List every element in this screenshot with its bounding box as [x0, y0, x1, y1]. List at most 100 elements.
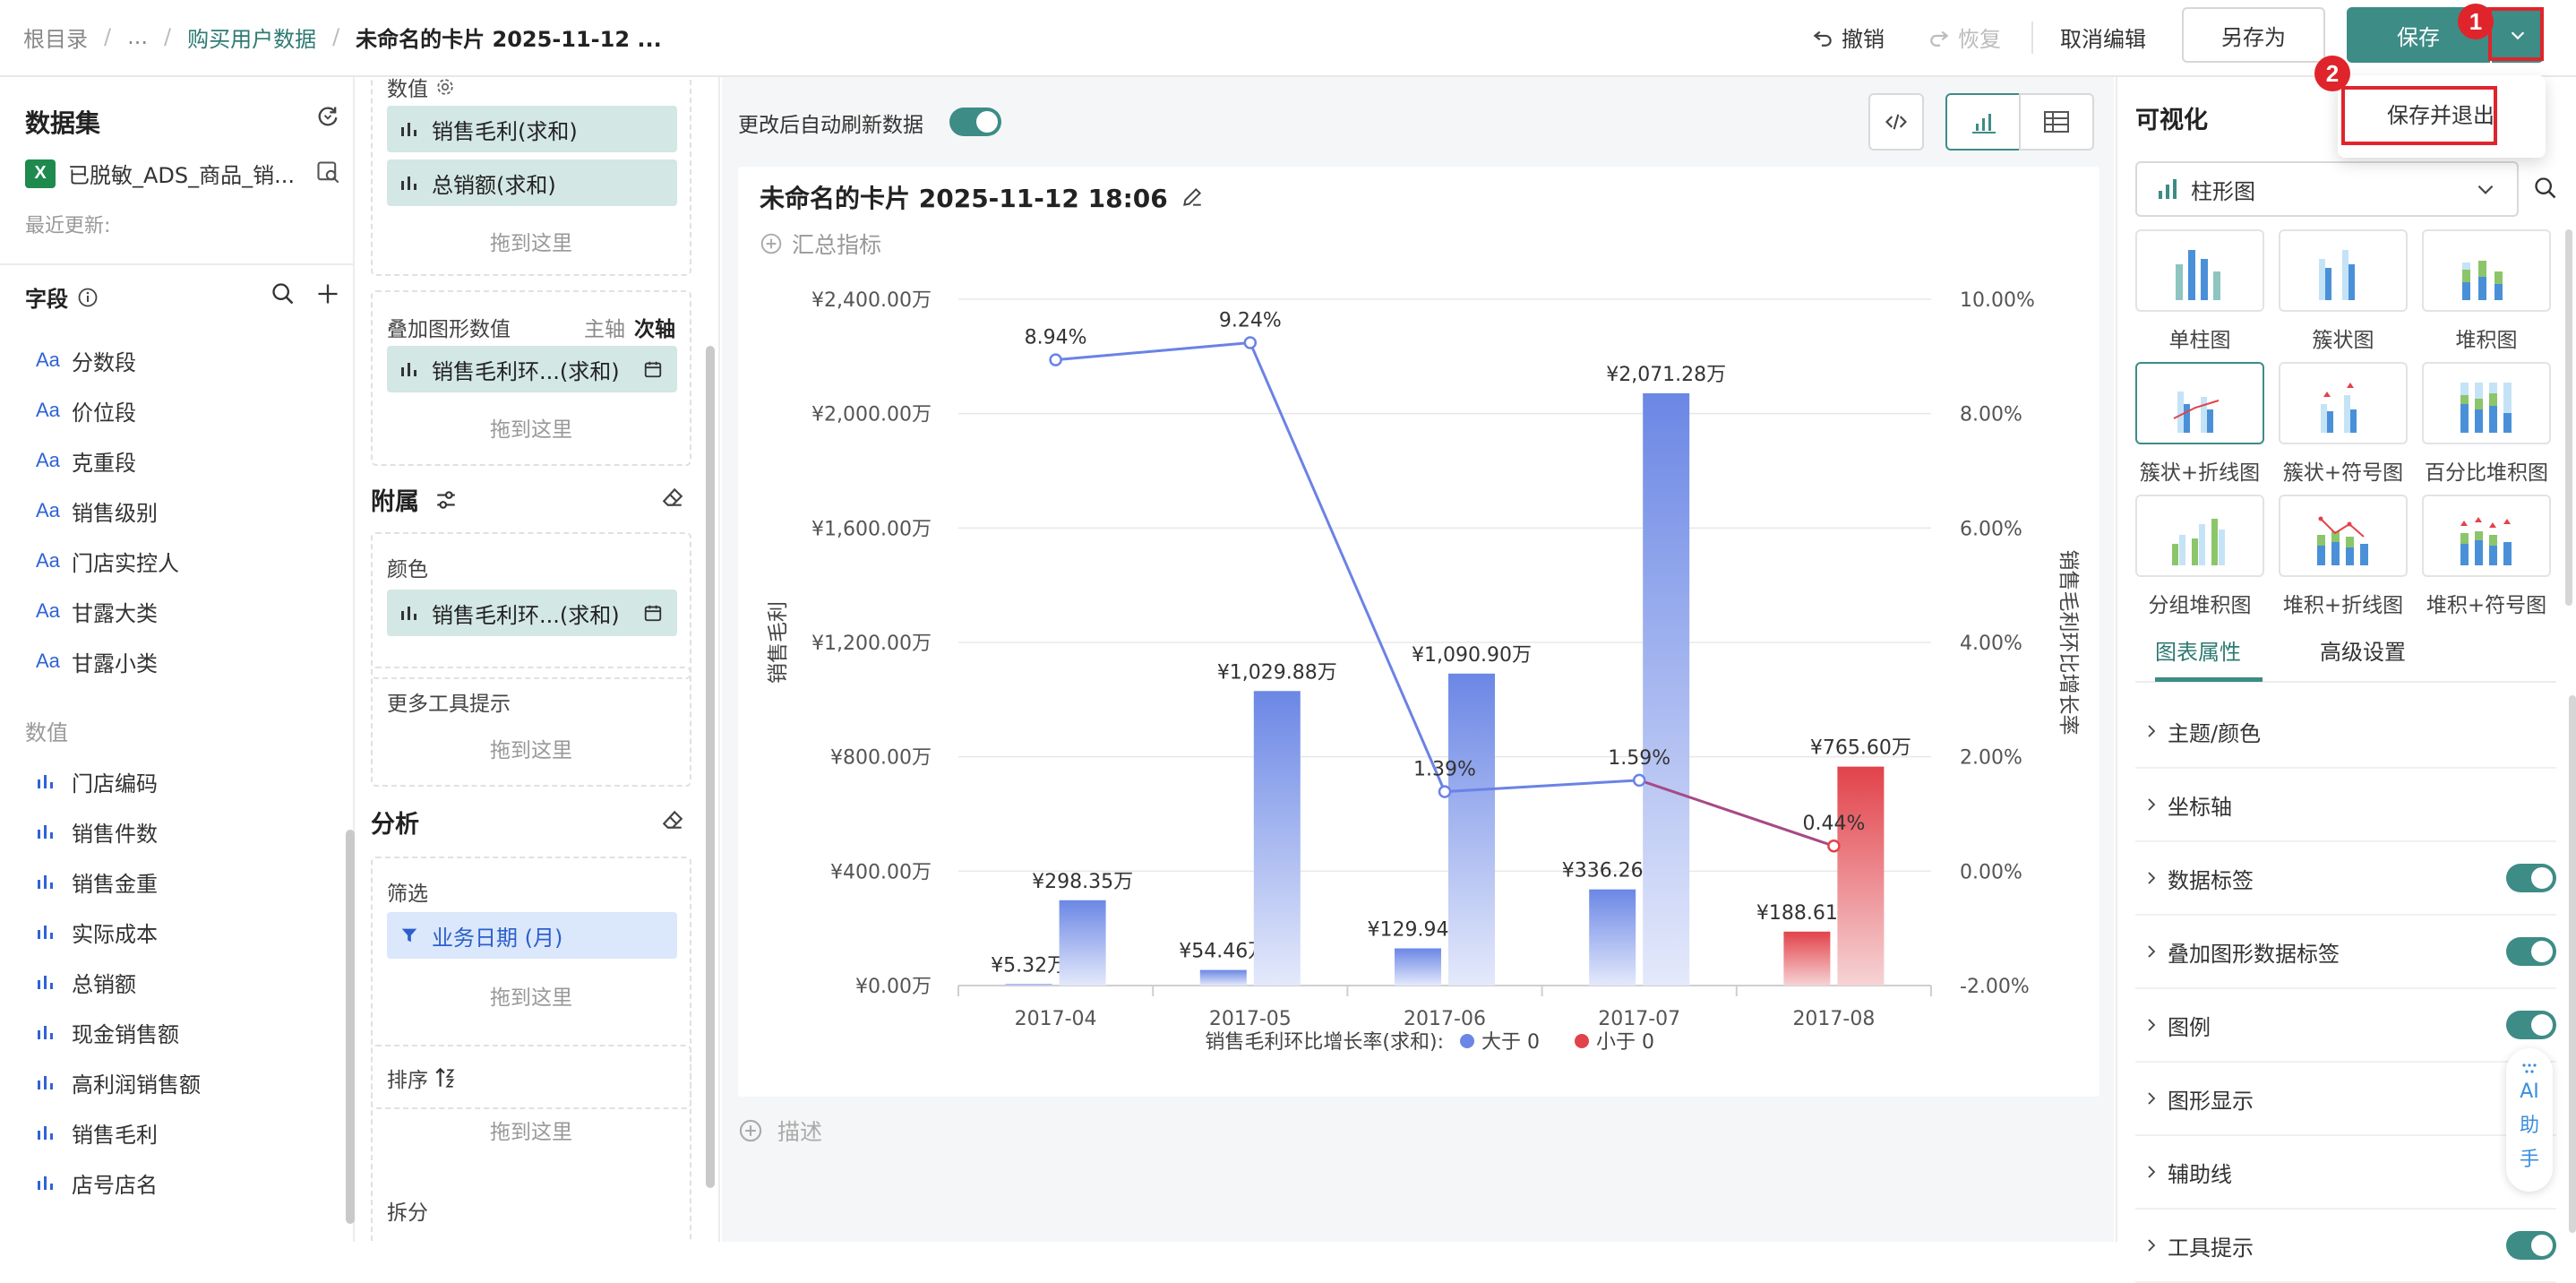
property-toggle[interactable] — [2506, 864, 2556, 892]
eraser-icon[interactable] — [661, 486, 684, 509]
chart-type-option[interactable]: 堆积+折线图 — [2279, 495, 2408, 622]
search-dataset-icon[interactable] — [315, 159, 340, 185]
field-item[interactable]: Aa 分数段 — [36, 342, 136, 378]
save-and-exit-item[interactable]: 保存并退出 — [2387, 102, 2494, 128]
value-chip[interactable]: 销售毛利(求和) — [387, 106, 677, 152]
breadcrumb-ellipsis[interactable]: ... — [127, 24, 148, 49]
field-item[interactable]: 销售毛利 — [36, 1115, 158, 1150]
tab-chart-properties[interactable]: 图表属性 — [2155, 640, 2241, 665]
summary-metrics-button[interactable]: 汇总指标 — [760, 228, 881, 260]
chart-type-option[interactable]: 簇状图 — [2279, 229, 2408, 357]
chart-type-option[interactable]: 簇状+折线图 — [2135, 362, 2264, 489]
breadcrumb-root[interactable]: 根目录 — [23, 26, 88, 52]
search-icon[interactable] — [270, 281, 296, 306]
gear-icon[interactable] — [435, 77, 455, 97]
property-row[interactable]: 辅助线 — [2135, 1136, 2556, 1210]
property-row[interactable]: 图例 — [2135, 989, 2556, 1063]
chart-view-button[interactable] — [1945, 93, 2021, 151]
values-dropzone[interactable] — [371, 77, 691, 276]
overlay-chip[interactable]: 销售毛利环...(求和) — [387, 346, 677, 392]
save-as-button[interactable]: 另存为 — [2182, 7, 2325, 63]
field-item[interactable]: 高利润销售额 — [36, 1064, 201, 1100]
dataset-file[interactable]: X 已脱敏_ADS_商品_销... — [25, 158, 295, 189]
line-segment — [1249, 341, 1447, 793]
field-item[interactable]: 店号店名 — [36, 1165, 158, 1201]
color-dropzone[interactable] — [371, 532, 691, 679]
measures-group-label: 数值 — [25, 720, 68, 745]
value-chip[interactable]: 总销额(求和) — [387, 159, 677, 206]
field-item[interactable]: Aa 价位段 — [36, 392, 136, 428]
code-view-button[interactable] — [1868, 93, 1924, 151]
line-point — [1632, 773, 1646, 788]
property-scrollbar[interactable] — [2569, 695, 2576, 1233]
chart-type-option[interactable]: 堆积图 — [2422, 229, 2551, 357]
sub-axis-option[interactable]: 次轴 — [634, 318, 675, 341]
breadcrumb-parent[interactable]: 购买用户数据 — [187, 26, 317, 52]
field-item[interactable]: 销售金重 — [36, 864, 158, 900]
info-icon[interactable] — [77, 287, 99, 308]
search-icon[interactable] — [2533, 176, 2558, 201]
color-chip[interactable]: 销售毛利环...(求和) — [387, 590, 677, 636]
tooltip-dropzone[interactable] — [371, 667, 691, 787]
filter-chip[interactable]: 业务日期 (月) — [387, 912, 677, 959]
chart-type-option[interactable]: 分组堆积图 — [2135, 495, 2264, 622]
auto-refresh-toggle[interactable] — [949, 108, 1001, 136]
describe-button[interactable]: 描述 — [738, 1115, 822, 1147]
eraser-icon[interactable] — [661, 808, 684, 831]
ai-assistant-button[interactable]: AI 助 手 — [2506, 1048, 2553, 1192]
config-scrollbar[interactable] — [706, 346, 715, 1188]
property-toggle[interactable] — [2506, 937, 2556, 966]
edit-pencil-icon[interactable] — [1181, 185, 1204, 209]
field-item[interactable]: 实际成本 — [36, 914, 158, 950]
table-view-button[interactable] — [2019, 93, 2094, 151]
field-item[interactable]: 门店编码 — [36, 763, 158, 799]
calendar-icon[interactable] — [643, 359, 663, 379]
sliders-icon[interactable] — [434, 488, 459, 512]
field-item[interactable]: Aa 销售级别 — [36, 493, 158, 529]
field-item[interactable]: 总销额 — [36, 964, 136, 1000]
calendar-icon[interactable] — [643, 603, 663, 623]
main-axis-option[interactable]: 主轴 — [584, 318, 625, 341]
save-dropdown-toggle[interactable] — [2492, 7, 2544, 63]
sort-icon[interactable] — [434, 1066, 457, 1089]
chart-type-thumbnail — [2279, 229, 2408, 312]
field-item[interactable]: 现金销售额 — [36, 1014, 179, 1050]
property-row[interactable]: 工具提示 — [2135, 1210, 2556, 1283]
sort-dropzone[interactable] — [371, 1045, 691, 1242]
tab-advanced-settings[interactable]: 高级设置 — [2320, 640, 2406, 665]
chart-type-select[interactable]: 柱形图 — [2135, 161, 2519, 217]
property-toggle[interactable] — [2506, 1231, 2556, 1260]
chart-type-option[interactable]: 堆积+符号图 — [2422, 495, 2551, 622]
cancel-edit-button[interactable]: 取消编辑 — [2060, 26, 2146, 52]
filter-dropzone[interactable] — [371, 857, 691, 1109]
field-item[interactable]: Aa 甘露小类 — [36, 643, 158, 679]
line-data-label: 0.44% — [1802, 813, 1865, 835]
property-row[interactable]: 主题/颜色 — [2135, 695, 2556, 769]
property-toggle[interactable] — [2506, 1011, 2556, 1039]
refresh-dataset-icon[interactable] — [315, 104, 340, 129]
property-row[interactable]: 叠加图形数据标签 — [2135, 916, 2556, 989]
field-item[interactable]: Aa 门店实控人 — [36, 543, 179, 579]
chevron-right-icon — [2135, 943, 2168, 960]
chart-type-option[interactable]: 单柱图 — [2135, 229, 2264, 357]
left-scrollbar[interactable] — [346, 830, 355, 1224]
annotation-badge-1: 1 — [2458, 4, 2494, 39]
chart-type-option[interactable]: 百分比堆积图 — [2422, 362, 2551, 489]
toolbar-divider — [2031, 22, 2033, 54]
y-tick-label: ¥1,200.00万 — [811, 633, 932, 655]
property-row[interactable]: 坐标轴 — [2135, 769, 2556, 842]
redo-button[interactable]: 恢复 — [1928, 0, 2001, 73]
chart-type-option[interactable]: 簇状+符号图 — [2279, 362, 2408, 489]
property-row[interactable]: 图形显示 — [2135, 1063, 2556, 1136]
chart-type-scrollbar[interactable] — [2565, 229, 2572, 606]
text-type-icon: Aa — [36, 499, 60, 521]
undo-button[interactable]: 撤销 — [1811, 0, 1885, 73]
field-item[interactable]: Aa 克重段 — [36, 443, 136, 478]
overlay-dropzone[interactable] — [371, 290, 691, 466]
text-type-icon: Aa — [36, 349, 60, 371]
property-label: 辅助线 — [2168, 1161, 2232, 1187]
field-item[interactable]: Aa 甘露大类 — [36, 593, 158, 629]
field-item[interactable]: 销售件数 — [36, 814, 158, 849]
property-row[interactable]: 数据标签 — [2135, 842, 2556, 916]
add-field-icon[interactable] — [315, 281, 340, 306]
